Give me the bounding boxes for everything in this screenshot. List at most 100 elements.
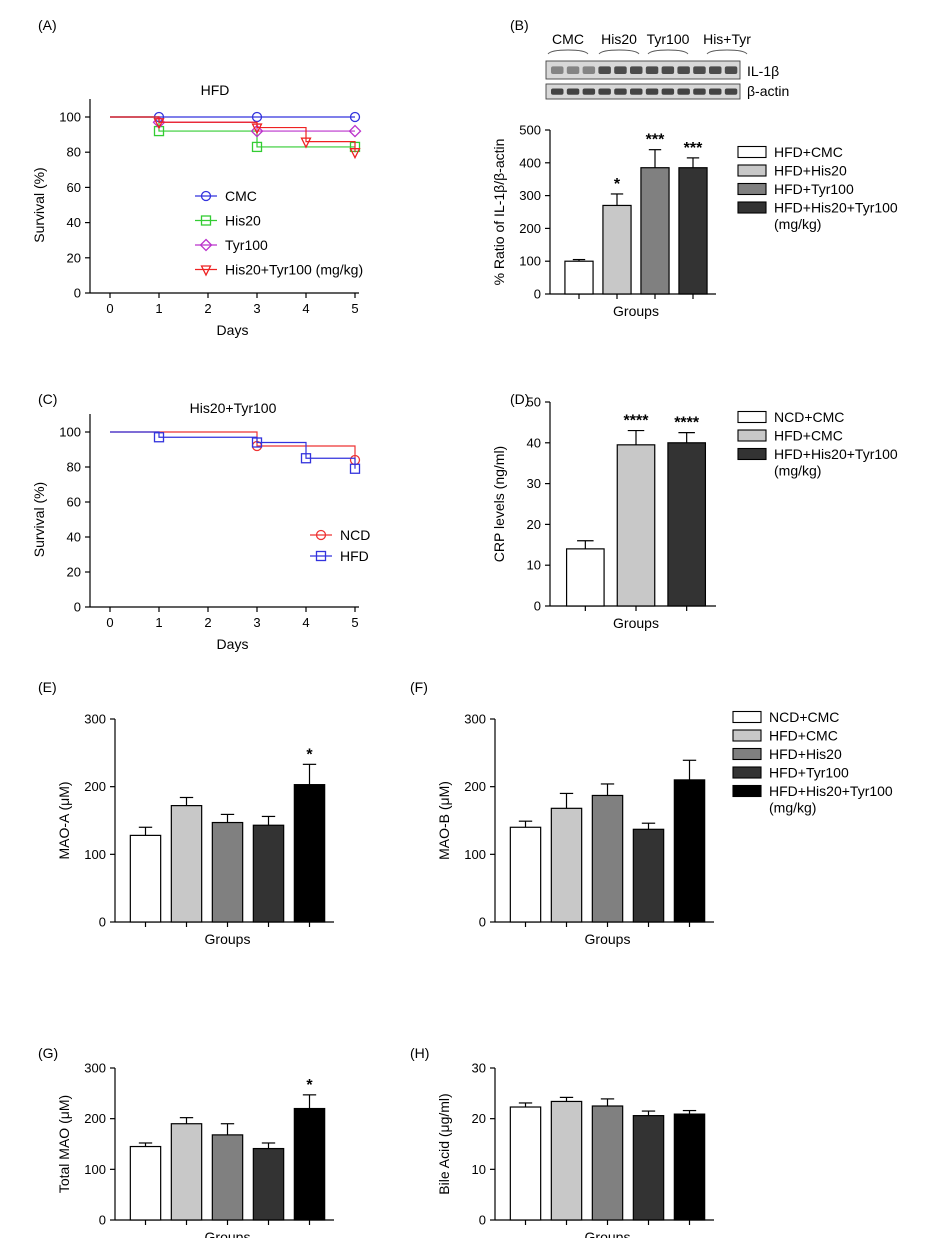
bar-group <box>509 1102 542 1225</box>
legend-label: HFD+His20+Tyr100 <box>774 446 898 462</box>
blot-band <box>614 88 627 95</box>
bar-group <box>673 759 706 927</box>
legend-entry: HFD+His20 <box>732 746 842 762</box>
panel-C: 0 20 40 60 80 100 0 1 2 3 4 5 Days Survival (%) (C) His… <box>31 391 370 652</box>
legend-entry: HFD+CMC <box>732 728 838 744</box>
y-tick-label: 60 <box>67 180 81 195</box>
blot-group-label: Tyr100 <box>647 31 690 47</box>
blot-band <box>582 66 596 74</box>
blot-band <box>551 88 564 95</box>
significance-label: *** <box>684 140 703 157</box>
y-tick-label: 80 <box>67 145 81 160</box>
legend-swatch <box>732 747 762 761</box>
legend-swatch <box>737 447 767 461</box>
legend-label: NCD+CMC <box>769 709 839 725</box>
legend-label: HFD+His20+Tyr100 <box>774 200 898 216</box>
bar <box>591 1105 624 1221</box>
legend-swatch <box>732 766 762 779</box>
y-tick-label: 0 <box>479 1213 486 1228</box>
significance-label: * <box>306 1077 313 1094</box>
y-tick-label: 10 <box>527 558 541 573</box>
legend-marker <box>200 215 212 226</box>
legend-label: HFD+His20 <box>769 746 842 762</box>
x-tick-label: 3 <box>253 615 260 630</box>
y-tick-label: 20 <box>527 517 541 532</box>
panel-H: 0 10 20 30 Groups Bile Acid (μg/ml) (H) <box>410 1045 714 1238</box>
y-tick-label: 100 <box>84 1162 106 1177</box>
legend-swatch <box>737 182 767 196</box>
legend-label: His20+Tyr100 (mg/kg) <box>225 262 363 278</box>
legend-label: HFD+Tyr100 <box>769 765 849 781</box>
blot-band <box>630 88 643 95</box>
legend-note: (mg/kg) <box>769 800 816 816</box>
legend-entry: His20+Tyr100 (mg/kg) <box>195 262 363 278</box>
bar <box>211 821 244 923</box>
legend-entry: NCD <box>310 527 370 543</box>
bar-group <box>564 258 594 299</box>
series-line <box>110 431 356 460</box>
blot-band <box>614 66 627 74</box>
legend-label: HFD+CMC <box>774 144 843 160</box>
x-axis-label: Groups <box>585 931 631 947</box>
legend-label: HFD+CMC <box>769 728 838 744</box>
blot-band <box>645 66 659 74</box>
data-point <box>250 124 264 138</box>
x-axis-label: Groups <box>613 303 659 319</box>
legend-label: HFD <box>340 548 369 564</box>
x-tick-label: 3 <box>253 301 260 316</box>
series-line <box>110 431 356 469</box>
legend-note: (mg/kg) <box>774 463 821 479</box>
bar-group: * <box>602 176 632 299</box>
y-tick-label: 20 <box>67 250 81 265</box>
blot-band <box>724 66 738 74</box>
bar <box>632 1115 665 1221</box>
legend-entry: His20 <box>195 213 261 229</box>
legend-label: HFD+His20 <box>774 163 847 179</box>
legend-swatch <box>737 410 767 424</box>
blot-band <box>645 88 659 95</box>
significance-label: **** <box>624 413 650 430</box>
y-tick-label: 0 <box>534 599 541 614</box>
bar-group <box>565 540 605 611</box>
panel-label: (E) <box>38 679 57 695</box>
bar <box>252 1147 285 1221</box>
bar <box>632 828 665 923</box>
bar <box>673 779 706 923</box>
y-tick-label: 80 <box>67 460 81 475</box>
y-tick-label: 200 <box>84 1111 106 1126</box>
blot-group-label: CMC <box>552 31 584 47</box>
bar-group <box>211 813 244 927</box>
legend-label: CMC <box>225 188 257 204</box>
y-tick-label: 100 <box>59 425 81 440</box>
data-point <box>349 111 361 123</box>
bar-group <box>591 1098 624 1225</box>
x-tick-label: 4 <box>302 615 309 630</box>
y-tick-label: 100 <box>464 847 486 862</box>
bar <box>564 260 594 295</box>
blot-band <box>709 88 722 95</box>
bar <box>509 1106 542 1221</box>
legend-entry: HFD <box>310 548 369 564</box>
panel-label: (B) <box>510 17 529 33</box>
legend-entry: CMC <box>195 188 257 204</box>
data-point <box>153 118 165 130</box>
x-tick-label: 1 <box>155 301 162 316</box>
series-line <box>110 116 355 132</box>
legend-entry: HFD+CMC <box>737 428 843 444</box>
legend-label: NCD+CMC <box>774 409 844 425</box>
blot-band <box>566 88 580 95</box>
panel-label: (H) <box>410 1045 429 1061</box>
y-axis-label: % Ratio of IL-1β/β-actin <box>491 139 507 286</box>
bar <box>252 824 285 923</box>
data-point <box>251 123 263 135</box>
y-tick-label: 200 <box>84 779 106 794</box>
y-tick-label: 40 <box>67 530 81 545</box>
panel-B: 0 100 200 300 400 500 Groups % Ratio of IL-1β/β… <box>491 17 898 319</box>
data-point <box>348 124 362 138</box>
blot-band-label: IL-1β <box>747 63 779 79</box>
bar <box>293 1107 326 1221</box>
blot-band <box>693 66 706 74</box>
y-tick-label: 30 <box>472 1061 486 1076</box>
blot-band <box>566 66 580 74</box>
